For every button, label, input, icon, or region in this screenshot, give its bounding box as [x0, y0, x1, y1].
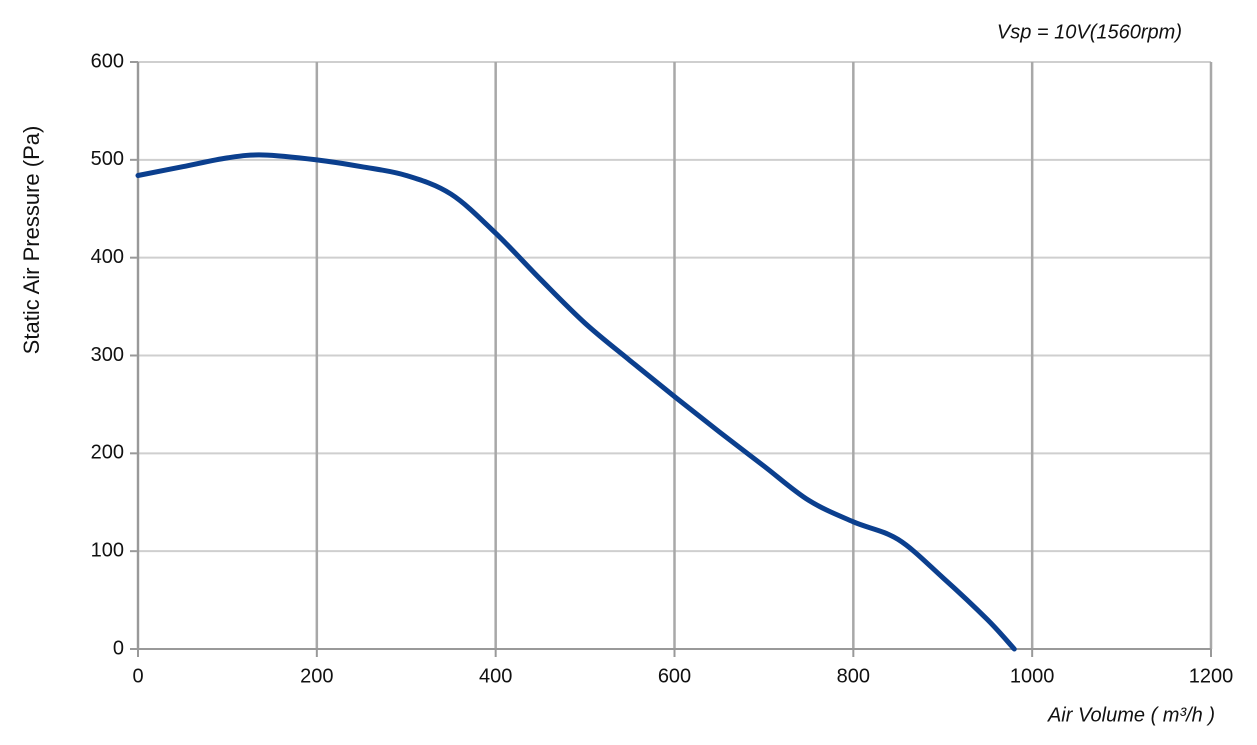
x-tick-label: 600: [658, 665, 691, 687]
y-tick-label: 300: [91, 344, 124, 366]
x-tick-label: 200: [300, 665, 333, 687]
x-tick-label: 0: [132, 665, 143, 687]
y-axis-label: Static Air Pressure (Pa): [19, 126, 44, 355]
y-tick-label: 200: [91, 442, 124, 464]
x-axis-label: Air Volume ( m³/h ): [1047, 704, 1215, 726]
y-tick-label: 0: [113, 637, 124, 659]
y-tick-label: 500: [91, 148, 124, 170]
x-tick-label: 400: [479, 665, 512, 687]
x-tick-label: 1000: [1010, 665, 1055, 687]
x-tick-label: 800: [837, 665, 870, 687]
annotation: Vsp = 10V(1560rpm): [997, 21, 1182, 43]
y-tick-label: 600: [91, 50, 124, 72]
x-tick-label: 1200: [1189, 665, 1234, 687]
line-series: [135, 152, 1017, 652]
y-tick-label: 400: [91, 246, 124, 268]
y-tick-label: 100: [91, 539, 124, 561]
